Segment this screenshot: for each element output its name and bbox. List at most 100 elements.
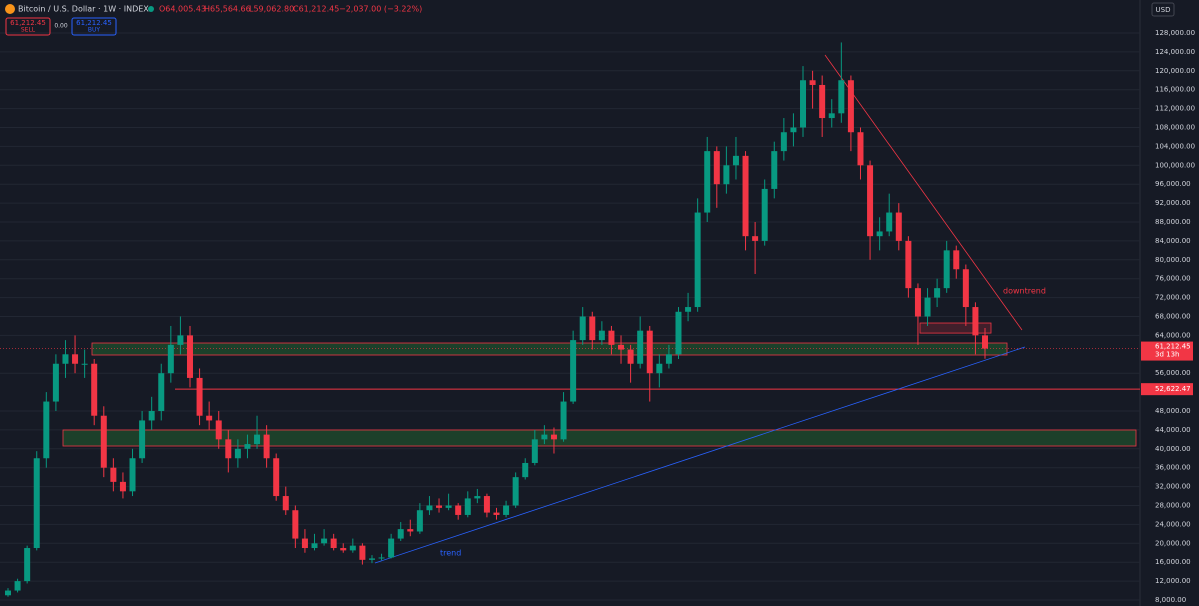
trendline-label: trend [440,549,461,558]
y-tick-label: 112,000.00 [1155,105,1195,113]
candle-body [148,410,155,421]
candle-body [771,151,778,189]
candle-body [809,80,816,85]
candle-body [838,80,845,114]
candle-body [512,477,519,506]
trendline [824,54,1023,331]
sell-price: 61,212.45 [10,19,46,27]
candle-body [321,538,328,544]
candle-body [91,363,98,416]
candle-body [234,448,241,459]
y-tick-label: 108,000.00 [1155,123,1195,131]
candle-body [43,401,50,459]
candle-body [857,132,864,166]
candle-body [119,481,126,492]
candle-body [723,165,730,185]
candle-body [704,151,711,213]
candle-body [618,344,625,350]
candle-body [742,155,749,237]
candle-body [589,316,596,341]
trendline-label: downtrend [1003,287,1046,296]
high: H65,564.66 [204,5,251,14]
candle-body [914,288,921,317]
grid [0,32,1140,601]
y-tick-label: 96,000.00 [1155,180,1191,188]
box [919,322,992,334]
candle-body [790,127,797,133]
candle-body [503,505,510,515]
candle-body [876,231,883,237]
candle-body [656,363,663,374]
y-tick-label: 104,000.00 [1155,142,1195,150]
candle-body [713,151,720,185]
y-tick-label: 128,000.00 [1155,29,1195,37]
candle-body [550,434,557,440]
candle-body [416,510,423,532]
change: −2,037.00 (−3.22%) [339,5,422,14]
y-tick-label: 16,000.00 [1155,558,1191,566]
candle-body [436,505,443,508]
price-axis: 8,000.00 12,000.00 16,000.00 20,000.00 24,00… [1141,29,1195,604]
candle-body [330,538,337,549]
countdown: 3d 13h [1155,351,1179,359]
candle-body [637,330,644,364]
y-tick-label: 32,000.00 [1155,483,1191,491]
candle-body [665,354,672,364]
spread: 0.00 [54,23,68,30]
candle-body [167,344,174,374]
candle-body [368,558,375,560]
sell-button[interactable] [5,17,51,36]
candle-body [455,505,462,515]
candle-body [177,335,184,345]
y-tick-label: 56,000.00 [1155,369,1191,377]
y-tick-label: 124,000.00 [1155,48,1195,56]
candle-body [24,548,31,582]
y-tick-label: 20,000.00 [1155,539,1191,547]
candle-body [732,155,739,166]
candle-body [378,557,385,559]
candle-body [780,132,787,152]
y-tick-label: 12,000.00 [1155,577,1191,585]
candle-body [847,80,854,133]
candle-body [426,505,433,511]
candle-body [493,512,500,515]
candle-body [254,434,261,445]
candle-body [196,377,203,416]
candle-body [905,240,912,289]
candle-body [186,335,193,378]
candle-body [292,510,299,539]
candle-body [627,349,634,364]
candle-body [924,297,931,317]
status-dot [148,6,154,12]
overlays: trend downtrend [0,54,1140,564]
last-price-label: 61,212.45 [1155,343,1191,351]
candle-body [100,415,107,468]
candle-body [5,590,11,596]
coin-icon [5,4,15,14]
sell-label: SELL [21,27,36,34]
candle-body [867,165,874,237]
candle-body [560,401,567,440]
last-price-tag [1141,341,1193,361]
currency-button[interactable] [1151,2,1175,17]
y-tick-label: 88,000.00 [1155,218,1191,226]
candle-body [953,250,960,270]
candle-body [110,467,117,482]
trendline [374,346,1026,564]
candle-body [761,188,768,241]
candle-body [982,335,988,349]
candle-body [215,420,222,440]
buy-button[interactable] [71,17,117,36]
y-tick-label: 48,000.00 [1155,407,1191,415]
candle-body [685,307,692,312]
candle-body [340,548,347,551]
candle-body [33,458,40,549]
candle-body [273,458,280,497]
close: C61,212.45 [293,5,339,14]
candle-body [464,498,471,515]
symbol: Bitcoin / U.S. Dollar · 1W · INDEX [18,5,149,14]
y-tick-label: 44,000.00 [1155,426,1191,434]
candle-body [483,496,490,513]
